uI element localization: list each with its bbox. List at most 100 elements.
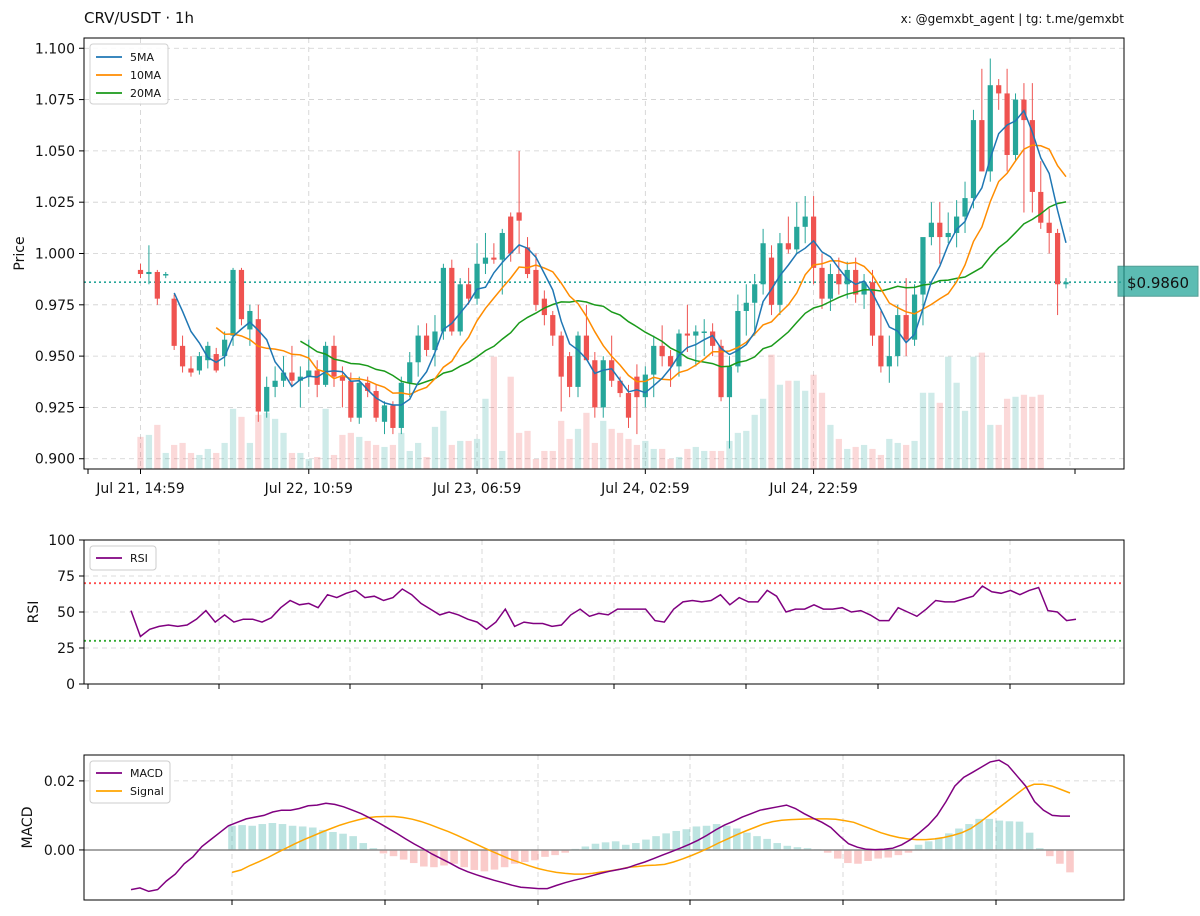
candle-body (1038, 191, 1044, 223)
volume-bar (625, 438, 632, 469)
candle-body (903, 315, 909, 340)
candle-body (836, 274, 842, 285)
candle-body (348, 380, 354, 418)
price-ylabel: Price (12, 236, 28, 270)
candle-body (609, 360, 615, 381)
volume-bar (860, 444, 868, 469)
volume-bar (869, 448, 876, 469)
macd-histogram-bar (581, 846, 590, 850)
chart-title: CRV/USDT · 1h (84, 9, 194, 27)
volume-bar (515, 432, 523, 469)
candle-body (928, 222, 934, 238)
volume-bar (852, 446, 859, 469)
volume-bar (978, 352, 985, 469)
volume-bar (238, 416, 245, 469)
candle-body (407, 362, 413, 383)
volume-bar (970, 356, 977, 469)
candle-body (802, 216, 808, 227)
credit-text: x: @gemxbt_agent | tg: t.me/gemxbt (901, 12, 1125, 26)
macd-histogram-bar (561, 849, 569, 853)
volume-bar (187, 452, 195, 469)
candle-body (878, 335, 884, 367)
macd-histogram-bar (712, 824, 721, 850)
macd-histogram-bar (510, 849, 519, 864)
candle-body (238, 269, 245, 320)
volume-bar (213, 452, 220, 469)
volume-bar (145, 434, 153, 469)
candle-body (289, 372, 295, 381)
volume-bar (398, 432, 405, 469)
candle-body (777, 243, 783, 305)
macd-histogram-bar (682, 829, 691, 850)
volume-bar (558, 420, 565, 469)
volume-bar (532, 458, 540, 469)
candle-body (583, 335, 590, 361)
candle-body (861, 282, 867, 295)
macd-histogram-bar (339, 833, 347, 850)
candle-body (432, 331, 438, 350)
volume-bar (507, 376, 514, 469)
volume-bar (759, 398, 767, 469)
candle-body (356, 382, 362, 418)
price-ytick-label: 0.950 (35, 349, 75, 365)
legend-label: 10MA (130, 69, 161, 82)
rsi-ytick-label: 100 (48, 533, 75, 549)
volume-bar (1012, 396, 1019, 469)
volume-bar (229, 408, 237, 469)
volume-bar (650, 448, 657, 469)
macd-histogram-bar (258, 824, 267, 850)
candle-body (768, 257, 775, 305)
volume-bar (574, 428, 582, 469)
volume-bar (793, 380, 800, 469)
price-xtick-label: Jul 23, 06:59 (432, 481, 521, 497)
macd-histogram-bar (884, 849, 893, 858)
volume-bar (995, 424, 1002, 469)
candle-body (987, 85, 993, 172)
macd-histogram-bar (733, 828, 741, 850)
candle-body (710, 331, 716, 346)
macd-histogram-bar (420, 849, 428, 867)
candle-body (297, 376, 303, 381)
macd-histogram-bar (773, 843, 781, 850)
volume-bar (785, 380, 792, 469)
volume-bar (717, 450, 725, 469)
candle-body (1063, 282, 1069, 285)
macd-histogram-bar (702, 825, 711, 850)
candle-body (844, 269, 850, 285)
macd-histogram-bar (409, 849, 418, 864)
macd-histogram-bar (470, 849, 479, 870)
candle-body (701, 331, 707, 333)
macd-histogram-bar (228, 825, 236, 850)
macd-histogram-bar (793, 847, 802, 850)
candle-body (373, 391, 379, 418)
volume-bar (137, 436, 144, 469)
volume-bar (886, 438, 893, 469)
macd-axes-frame (83, 754, 1125, 901)
candle-body (785, 243, 791, 250)
rsi-legend: RSI (89, 545, 157, 571)
volume-bar (330, 454, 338, 469)
ma5-line (173, 109, 1067, 406)
volume-bar (844, 448, 851, 469)
macd-histogram-bar (833, 849, 842, 859)
macd-histogram-bar (864, 849, 872, 861)
legend-frame (89, 43, 169, 105)
volume-bar (246, 442, 254, 469)
macd-histogram-bar (783, 845, 792, 850)
macd-histogram-bar (531, 849, 539, 861)
macd-histogram-bar (621, 844, 630, 850)
macd-histogram-bar (278, 824, 287, 850)
volume-bar (431, 426, 439, 469)
volume-bar (911, 440, 918, 469)
price-ytick-label: 1.100 (35, 41, 75, 57)
macd-histogram-bar (934, 837, 943, 850)
legend-label: Signal (130, 785, 164, 798)
candle-body (760, 243, 766, 285)
legend-label: MACD (130, 767, 163, 780)
volume-bar (389, 444, 397, 469)
rsi-ytick-label: 50 (57, 605, 75, 621)
volume-bar (953, 382, 960, 469)
macd-histogram-bar (985, 818, 994, 850)
volume-bar (709, 450, 716, 469)
candle-body (449, 267, 455, 332)
